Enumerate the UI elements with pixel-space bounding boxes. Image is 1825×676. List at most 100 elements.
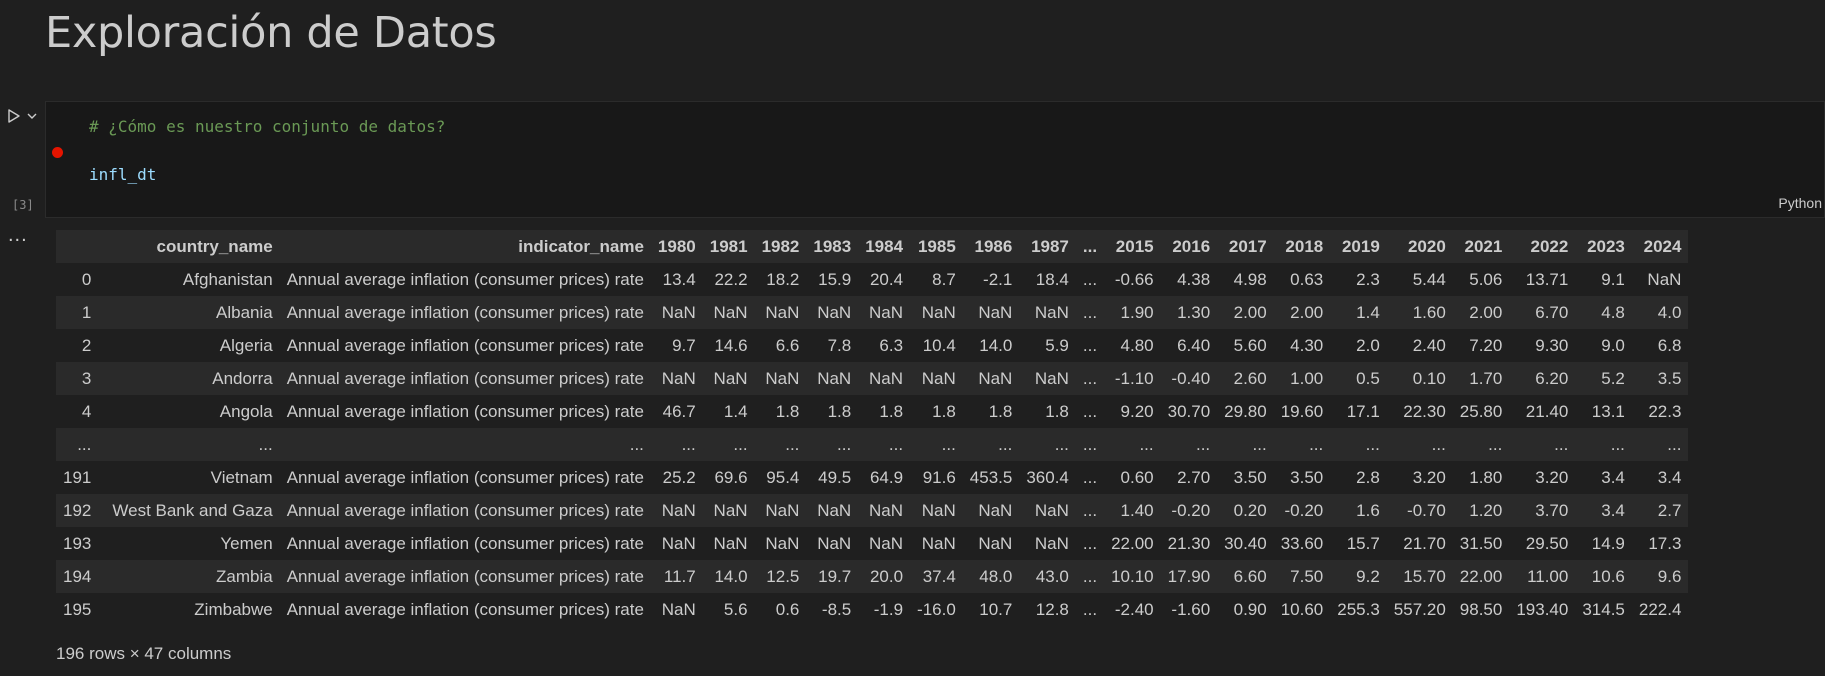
cell-language-label[interactable]: Python [1778, 195, 1822, 211]
table-cell: ... [1252, 434, 1267, 454]
table-cell: -2.1 [983, 269, 1013, 289]
column-header: 1982 [754, 230, 807, 263]
table-cell: 14.6 [714, 335, 748, 355]
table-cell: ... [1431, 434, 1446, 454]
table-cell: ... [1082, 302, 1098, 322]
table-cell: 5.6 [723, 599, 748, 619]
table-cell: ... [1082, 434, 1098, 454]
table-cell: 5.2 [1601, 368, 1625, 388]
table-cell: 17.1 [1346, 401, 1380, 421]
table-cell: 5.60 [1233, 335, 1267, 355]
table-cell: ... [1082, 269, 1098, 289]
table-cell: 193.40 [1516, 599, 1569, 619]
table-cell: 6.70 [1535, 302, 1569, 322]
row-index: 192 [63, 500, 92, 520]
table-cell: NaN [1647, 269, 1682, 289]
table-cell: NaN [661, 500, 696, 520]
table-cell: 6.40 [1177, 335, 1211, 355]
table-row: 0 Afghanistan Annual average inflation (co… [56, 263, 1689, 296]
table-cell: ... [1195, 434, 1211, 454]
table-cell: 17.3 [1648, 533, 1682, 553]
table-cell: 3.70 [1535, 500, 1569, 520]
table-cell: 4.80 [1120, 335, 1154, 355]
table-cell: 7.50 [1290, 566, 1324, 586]
table-cell: NaN [921, 302, 956, 322]
table-cell: 3.20 [1412, 467, 1446, 487]
table-cell: 33.60 [1280, 533, 1324, 553]
column-header: 1983 [806, 230, 859, 263]
table-row: 2 Algeria Annual average inflation (consum… [56, 329, 1689, 362]
column-header: ... [1075, 230, 1105, 263]
table-cell: 4.0 [1657, 302, 1682, 322]
row-index: 191 [63, 467, 92, 487]
run-cell-button[interactable] [6, 105, 42, 127]
table-cell: 11.00 [1527, 566, 1569, 586]
table-cell: 19.60 [1280, 401, 1324, 421]
table-cell: 25.2 [662, 467, 696, 487]
dataframe-output: country_name indicator_name 1980 1981 1982 19… [56, 230, 1689, 626]
row-index: 194 [63, 566, 92, 586]
table-cell: 18.4 [1035, 269, 1069, 289]
table-cell: 6.8 [1657, 335, 1682, 355]
row-index: 193 [63, 533, 92, 553]
column-header: 2020 [1386, 230, 1453, 263]
table-cell: ... [733, 434, 748, 454]
table-cell: 22.30 [1403, 401, 1446, 421]
table-row: 3 Andorra Annual average inflation (consum… [56, 362, 1689, 395]
table-cell: NaN [817, 533, 852, 553]
table-cell: NaN [1034, 368, 1069, 388]
table-cell: 5.06 [1469, 269, 1503, 289]
table-cell: Zambia [216, 566, 273, 586]
table-cell: 46.7 [662, 401, 696, 421]
table-cell: 9.7 [672, 335, 696, 355]
code-cell-editor[interactable]: # ¿Cómo es nuestro conjunto de datos? in… [45, 101, 1825, 218]
table-cell: ... [888, 434, 904, 454]
table-cell: 31.50 [1459, 533, 1503, 553]
table-cell: 13.4 [662, 269, 696, 289]
table-cell: ... [785, 434, 800, 454]
table-cell: ... [1082, 533, 1098, 553]
table-cell: 48.0 [979, 566, 1013, 586]
table-cell: ... [1082, 500, 1098, 520]
table-cell: 15.70 [1403, 566, 1446, 586]
chevron-down-icon[interactable] [26, 110, 38, 122]
table-cell: NaN [661, 533, 696, 553]
table-cell: NaN [978, 533, 1013, 553]
table-cell: 14.0 [714, 566, 748, 586]
table-cell: 15.9 [818, 269, 852, 289]
table-cell: 3.50 [1233, 467, 1267, 487]
play-icon[interactable] [6, 108, 22, 124]
table-cell: 0.6 [775, 599, 800, 619]
table-cell: 25.80 [1459, 401, 1503, 421]
table-cell: NaN [713, 302, 748, 322]
table-cell: 37.4 [922, 566, 956, 586]
output-more-actions-button[interactable]: ... [8, 224, 28, 246]
table-cell: 1.4 [1356, 302, 1380, 322]
table-cell: 3.5 [1657, 368, 1682, 388]
table-cell: Yemen [220, 533, 273, 553]
table-cell: 11.7 [663, 566, 696, 586]
table-cell: 1.40 [1120, 500, 1154, 520]
table-cell: ... [258, 434, 273, 454]
table-cell: ... [1082, 566, 1098, 586]
column-header: 1987 [1019, 230, 1076, 263]
table-cell: Annual average inflation (consumer price… [286, 269, 644, 289]
column-header: 2023 [1575, 230, 1632, 263]
table-cell: 95.4 [766, 467, 800, 487]
table-cell: NaN [713, 368, 748, 388]
table-cell: ... [941, 434, 956, 454]
table-cell: -16.0 [917, 599, 956, 619]
row-index: 4 [81, 401, 92, 421]
table-cell: 9.6 [1657, 566, 1682, 586]
table-row: 4 Angola Annual average inflation (consume… [56, 395, 1689, 428]
breakpoint-indicator[interactable] [52, 147, 63, 158]
table-cell: 3.50 [1290, 467, 1324, 487]
table-row: 191 Vietnam Annual average inflation (cons… [56, 461, 1689, 494]
table-cell: ... [1054, 434, 1069, 454]
table-cell: Annual average inflation (consumer price… [286, 599, 644, 619]
column-header: country_name [105, 230, 280, 263]
table-row: 192 West Bank and Gaza Annual average infl… [56, 494, 1689, 527]
dataframe-shape: 196 rows × 47 columns [56, 644, 232, 663]
table-cell: 4.30 [1290, 335, 1324, 355]
table-cell: NaN [869, 302, 904, 322]
